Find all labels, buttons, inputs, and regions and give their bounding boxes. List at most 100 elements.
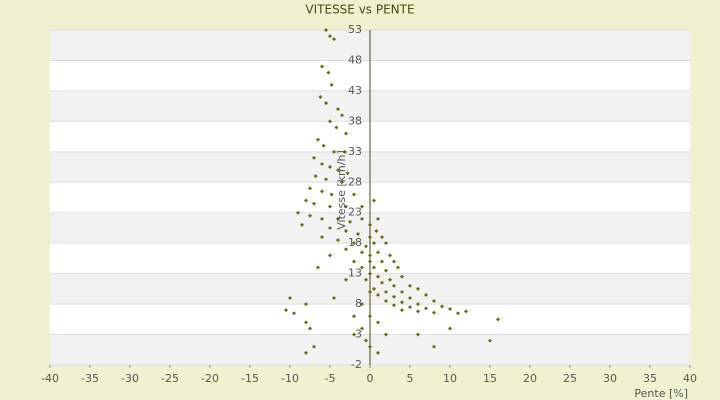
point [368,314,372,319]
point [321,143,326,148]
point [392,283,396,288]
point [304,350,308,355]
point [448,326,452,331]
point [316,137,320,142]
point [372,198,376,203]
point [424,306,428,311]
point [488,338,492,343]
point [368,344,372,349]
point [328,253,332,258]
point [332,149,336,154]
x-tick-label: -35 [81,372,99,385]
point [374,229,379,233]
y-tick-label: 28 [348,175,362,188]
point [300,222,304,227]
point [328,34,332,39]
y-tick-label: 53 [348,23,362,36]
point [384,268,388,273]
point [308,326,312,331]
point [408,296,412,300]
point [388,253,392,258]
point [312,155,316,160]
point [345,171,350,176]
x-tick-label: 0 [367,372,374,385]
point [380,280,384,285]
point [332,296,336,300]
point [388,277,392,282]
point [368,259,372,264]
point [320,64,324,69]
point [384,241,388,246]
x-tick-label: -20 [201,372,219,385]
point [380,235,384,240]
point [336,238,340,243]
point [376,216,380,221]
point [384,299,388,304]
point [304,198,308,203]
point [448,306,452,311]
point [328,119,332,124]
point [352,259,356,264]
point [324,177,328,182]
point [316,265,320,270]
point [328,165,332,170]
x-tick-label: 40 [683,372,697,385]
x-tick-label: -30 [121,372,139,385]
point [313,174,318,179]
point [424,292,428,297]
point [324,28,328,32]
y-tick-label: 3 [355,328,362,341]
x-tick-label: -10 [281,372,299,385]
point [340,180,344,185]
point [328,225,332,230]
x-tick-label: -5 [325,372,336,385]
point [372,241,376,246]
point [372,265,376,270]
point [336,216,340,221]
point [344,247,348,252]
x-tick-label: -40 [41,372,59,385]
point [400,289,404,294]
point [352,192,356,197]
point [360,216,364,221]
y-tick-label: 48 [348,53,362,66]
point [408,305,412,310]
point [416,332,420,337]
x-tick-label: 15 [483,372,497,385]
point [400,308,404,313]
point [284,308,288,313]
point [400,274,404,279]
point [336,107,340,112]
point [320,235,324,240]
point [392,294,396,299]
point [464,309,468,314]
point [329,192,334,197]
point [432,310,436,315]
x-tick-label: 30 [603,372,617,385]
point [384,289,388,294]
point [334,125,339,130]
point [364,338,368,343]
point [400,300,404,305]
point [312,201,316,206]
x-axis-label: Pente [%] [634,387,688,400]
point [324,101,328,106]
point [344,229,348,233]
point [296,210,300,215]
y-tick-label: 8 [355,297,362,310]
x-tick-label: 20 [523,372,537,385]
y-tick-label: 23 [348,206,362,219]
point [368,289,372,294]
x-tick-label: 25 [563,372,577,385]
point [312,344,316,349]
x-tick-label: 10 [443,372,457,385]
point [360,204,364,209]
x-tick-label: 35 [643,372,657,385]
point [376,274,380,279]
point [416,286,420,291]
point [328,204,332,209]
point [392,259,396,264]
point [496,317,500,322]
point [336,168,340,173]
